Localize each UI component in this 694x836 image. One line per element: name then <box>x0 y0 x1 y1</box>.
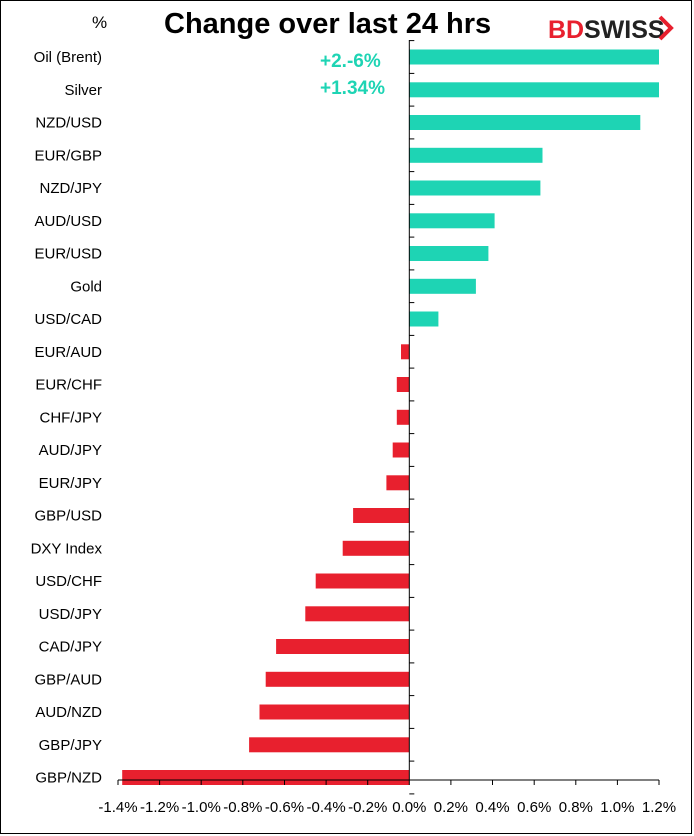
x-tick-label: 0.2% <box>434 799 468 816</box>
bar-usd-chf <box>315 573 410 589</box>
category-label-gbp-aud: GBP/AUD <box>34 671 102 688</box>
bar-gbp-nzd <box>122 770 410 785</box>
category-label-gbp-nzd: GBP/NZD <box>35 770 102 787</box>
bar-gbp-aud <box>265 671 410 687</box>
category-label-eur-aud: EUR/AUD <box>34 344 102 361</box>
brand-logo-bd: BD <box>548 16 584 44</box>
x-tick-label: 1.0% <box>600 799 634 816</box>
bar-usd-cad <box>409 311 439 327</box>
bar-cad-jpy <box>276 639 410 654</box>
bar-gbp-jpy <box>249 737 410 753</box>
category-label-silver: Silver <box>64 82 102 99</box>
category-label-aud-usd: AUD/USD <box>34 213 102 230</box>
category-label-aud-nzd: AUD/NZD <box>35 704 102 721</box>
bar-aud-usd <box>409 213 495 229</box>
bar-gbp-usd <box>353 508 410 523</box>
bars-group <box>122 49 659 785</box>
bar-oil-brent <box>409 49 659 65</box>
category-label-nzd-usd: NZD/USD <box>35 115 102 132</box>
category-label-gbp-usd: GBP/USD <box>34 508 102 525</box>
brand-logo-swiss: SWISS <box>584 16 665 44</box>
unit-label: % <box>92 13 107 32</box>
x-tick-label: 0.6% <box>517 799 551 816</box>
category-label-oil-brent: Oil (Brent) <box>34 49 102 66</box>
x-tick-label: -0.4% <box>307 799 346 816</box>
axes-group <box>117 40 660 795</box>
bar-aud-jpy <box>392 442 410 458</box>
bar-gold <box>409 278 476 294</box>
x-tick-label: 0.4% <box>475 799 509 816</box>
bar-dxy-index <box>342 540 410 556</box>
bar-nzd-jpy <box>409 180 541 196</box>
category-label-gold: Gold <box>70 278 102 295</box>
x-tick-label: -0.8% <box>223 799 262 816</box>
x-tick-label: -1.2% <box>140 799 179 816</box>
brand-chevron-icon <box>658 15 674 41</box>
category-labels: Oil (Brent) Silver NZD/USD EUR/GBP NZD/JPY AU… <box>31 49 103 787</box>
x-tick-label: 0.8% <box>559 799 593 816</box>
annotation-silver: +1.34% <box>320 78 385 99</box>
bar-usd-jpy <box>305 606 410 622</box>
category-label-usd-chf: USD/CHF <box>35 573 102 590</box>
category-label-usd-jpy: USD/JPY <box>39 606 102 623</box>
x-tick-label: -0.2% <box>348 799 387 816</box>
bar-eur-usd <box>409 246 489 261</box>
bar-aud-nzd <box>259 704 410 720</box>
bar-eur-aud <box>401 344 410 360</box>
bar-chf-jpy <box>396 409 410 425</box>
x-tick-label: -1.0% <box>182 799 221 816</box>
bar-eur-jpy <box>386 475 410 491</box>
bar-nzd-usd <box>409 115 641 130</box>
bar-eur-chf <box>396 377 410 392</box>
x-tick-label: 0.0% <box>392 799 426 816</box>
annotation-oil: +2.-6% <box>320 51 381 72</box>
category-label-chf-jpy: CHF/JPY <box>39 409 102 426</box>
x-tick-label: -0.6% <box>265 799 304 816</box>
category-label-aud-jpy: AUD/JPY <box>39 442 102 459</box>
category-label-eur-jpy: EUR/JPY <box>39 475 102 492</box>
category-label-cad-jpy: CAD/JPY <box>39 639 102 656</box>
category-label-eur-usd: EUR/USD <box>34 246 102 263</box>
category-label-nzd-jpy: NZD/JPY <box>39 180 102 197</box>
brand-logo: BD SWISS <box>548 15 674 44</box>
category-label-eur-gbp: EUR/GBP <box>34 147 102 164</box>
x-tick-label: 1.2% <box>642 799 676 816</box>
category-label-usd-cad: USD/CAD <box>34 311 102 328</box>
chart-title: Change over last 24 hrs <box>164 8 491 40</box>
category-label-gbp-jpy: GBP/JPY <box>39 737 102 754</box>
x-tick-labels: -1.4% -1.2% -1.0% -0.8% -0.6% -0.4% -0.2% 0.0% 0… <box>98 799 676 816</box>
bar-silver <box>409 82 659 98</box>
bar-eur-gbp <box>409 147 543 163</box>
category-label-dxy-index: DXY Index <box>31 540 103 557</box>
x-tick-label: -1.4% <box>98 799 137 816</box>
category-label-eur-chf: EUR/CHF <box>35 377 102 394</box>
